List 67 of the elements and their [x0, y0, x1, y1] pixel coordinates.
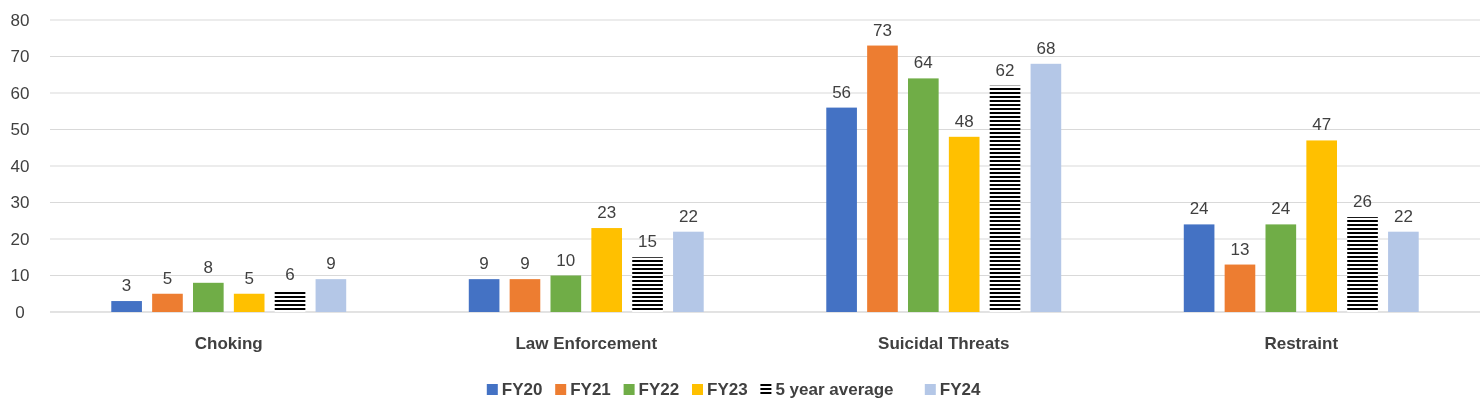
data-label: 56 [832, 82, 852, 102]
bar [591, 228, 622, 312]
legend-label: 5 year average [775, 380, 894, 399]
bar [468, 279, 500, 312]
bar [152, 293, 183, 312]
data-label: 24 [1189, 199, 1209, 219]
bar [274, 290, 306, 312]
legend-label: FY23 [707, 380, 748, 399]
data-label: 6 [285, 265, 295, 285]
x-tick-label: Suicidal Threats [878, 334, 1010, 353]
bar [1183, 224, 1215, 312]
data-label: 47 [1312, 115, 1332, 135]
bar [632, 257, 663, 312]
bar [673, 231, 704, 312]
data-label: 9 [326, 254, 336, 274]
data-label: 62 [995, 60, 1015, 80]
data-label: 10 [556, 250, 576, 270]
y-tick-label: 10 [10, 266, 30, 286]
data-label: 73 [873, 20, 892, 40]
y-tick-label: 70 [10, 47, 30, 67]
y-tick-label: 50 [10, 120, 30, 140]
legend-label: FY24 [939, 380, 981, 399]
y-tick-label: 30 [10, 193, 30, 213]
legend-label: FY20 [501, 380, 543, 399]
bar [1388, 231, 1419, 312]
y-tick-label: 40 [10, 156, 30, 176]
data-label: 5 [162, 268, 173, 288]
data-label: 8 [203, 257, 214, 277]
data-label: 9 [520, 254, 530, 274]
y-tick-label: 80 [10, 10, 30, 30]
bar [111, 301, 142, 312]
bar [989, 85, 1021, 312]
bar [908, 78, 939, 312]
bar [1265, 224, 1297, 312]
data-label: 23 [597, 203, 617, 223]
bar [550, 275, 582, 312]
data-label: 5 [244, 268, 254, 288]
bar [193, 282, 224, 312]
x-tick-label: Law Enforcement [515, 334, 658, 353]
data-label: 15 [638, 232, 657, 252]
legend-label: FY21 [570, 380, 611, 399]
bar [233, 293, 265, 312]
data-label: 3 [121, 276, 132, 296]
bar [1224, 264, 1256, 312]
bar [1030, 63, 1062, 312]
x-tick-label: Choking [194, 334, 263, 353]
bar [826, 107, 857, 312]
x-tick-label: Restraint [1264, 334, 1339, 353]
legend-label: FY22 [638, 380, 680, 399]
y-tick-label: 0 [15, 302, 25, 322]
bar [1306, 140, 1337, 312]
data-label: 24 [1271, 199, 1291, 219]
data-label: 26 [1353, 192, 1372, 212]
bar [867, 45, 898, 312]
data-label: 68 [1036, 38, 1056, 58]
data-label: 9 [479, 254, 489, 274]
data-label: 64 [913, 53, 933, 73]
bar [1347, 217, 1378, 312]
data-label: 22 [678, 206, 698, 226]
y-tick-label: 60 [10, 83, 30, 103]
bar [315, 279, 347, 312]
data-label: 48 [954, 111, 974, 131]
y-tick-label: 20 [10, 229, 30, 249]
data-label: 13 [1230, 239, 1250, 259]
data-label: 22 [1393, 206, 1413, 226]
bar [948, 136, 980, 312]
bar [509, 279, 541, 312]
